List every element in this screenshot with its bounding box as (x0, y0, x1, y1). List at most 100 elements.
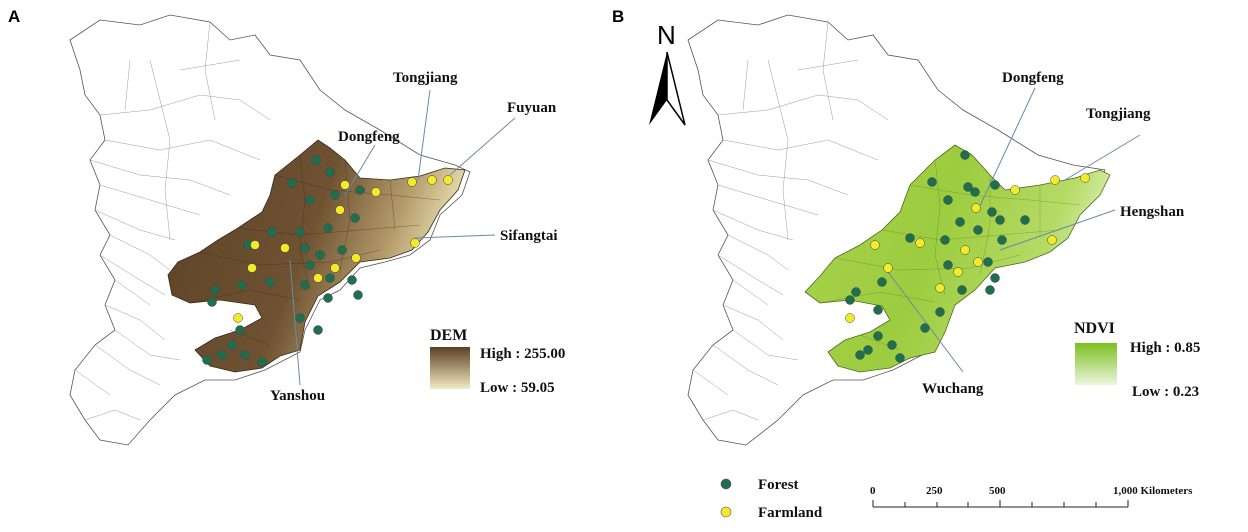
forest-site-point (337, 245, 347, 255)
ndvi-legend-ramp (1075, 343, 1117, 385)
forest-site-point (300, 280, 310, 290)
farmland-site-point (915, 238, 925, 248)
forest-site-point (315, 250, 325, 260)
forest-site-point (325, 273, 335, 283)
farmland-site-point (883, 263, 893, 273)
farmland-legend-marker (720, 506, 732, 518)
farmland-site-point (335, 205, 345, 215)
leader-lines-b (884, 87, 1141, 373)
forest-site-point (877, 277, 887, 287)
ndvi-legend-low: Low : 0.23 (1132, 384, 1199, 400)
forest-site-point (323, 223, 333, 233)
forest-site-point (265, 277, 275, 287)
site-label-tongjiang-a: Tongjiang (393, 70, 458, 86)
farmland-site-point (1010, 185, 1020, 195)
forest-site-point (353, 290, 363, 300)
forest-site-point (1020, 215, 1030, 225)
county-lines-b (692, 21, 889, 421)
study-region-ndvi (804, 144, 1111, 373)
site-label-tongjiang-b: Tongjiang (1086, 106, 1151, 122)
farmland-site-point (351, 253, 361, 263)
forest-site-point (940, 235, 950, 245)
forest-legend-marker (720, 478, 732, 490)
forest-site-point (235, 325, 245, 335)
scale-tick-0: 0 (870, 485, 876, 497)
sample-points-b (845, 150, 1090, 363)
farmland-site-point (313, 273, 323, 283)
forest-site-point (313, 325, 323, 335)
forest-site-point (207, 297, 217, 307)
forest-site-point (851, 287, 861, 297)
forest-site-point (287, 178, 297, 188)
farmland-site-point (340, 180, 350, 190)
forest-site-point (355, 185, 365, 195)
farmland-site-point (973, 257, 983, 267)
forest-site-point (927, 177, 937, 187)
forest-site-point (873, 305, 883, 315)
forest-site-point (997, 235, 1007, 245)
farmland-site-point (1050, 175, 1060, 185)
farmland-site-point (371, 187, 381, 197)
forest-site-point (887, 340, 897, 350)
panel-b: B N (612, 7, 1200, 521)
forest-site-point (863, 345, 873, 355)
forest-site-point (920, 323, 930, 333)
site-label-dongfeng-b: Dongfeng (1002, 70, 1064, 86)
farmland-site-point (971, 203, 981, 213)
site-label-dongfeng-a: Dongfeng (338, 129, 400, 145)
forest-site-point (895, 353, 905, 363)
forest-site-point (990, 180, 1000, 190)
farmland-site-point (935, 283, 945, 293)
forest-site-point (943, 260, 953, 270)
forest-site-point (300, 243, 310, 253)
north-arrow-icon: N (649, 20, 686, 126)
forest-site-point (217, 350, 227, 360)
forest-site-point (943, 195, 953, 205)
forest-site-point (305, 260, 315, 270)
dem-legend-high: High : 255.00 (480, 346, 565, 362)
forest-site-point (963, 182, 973, 192)
ndvi-legend-high: High : 0.85 (1130, 340, 1200, 356)
county-lines-a (74, 21, 271, 421)
farmland-site-point (870, 240, 880, 250)
forest-site-point (237, 280, 247, 290)
farmland-site-point (1047, 235, 1057, 245)
forest-site-point (240, 350, 250, 360)
site-label-yanshou-a: Yanshou (270, 388, 325, 404)
forest-site-point (845, 295, 855, 305)
forest-site-point (873, 331, 883, 341)
forest-site-point (970, 187, 980, 197)
farmland-site-point (1080, 173, 1090, 183)
sample-points-a (202, 155, 453, 367)
dem-legend-title: DEM (430, 327, 467, 344)
forest-site-point (350, 213, 360, 223)
farmland-legend-label: Farmland (758, 505, 823, 521)
farmland-site-point (233, 313, 243, 323)
forest-site-point (855, 350, 865, 360)
forest-site-point (305, 195, 315, 205)
panel-a: A (8, 7, 565, 446)
forest-site-point (957, 285, 967, 295)
dem-legend-low: Low : 59.05 (480, 380, 555, 396)
forest-legend-label: Forest (758, 477, 799, 493)
scale-tick-1000: 1,000 Kilometers (1113, 485, 1193, 497)
forest-site-point (985, 285, 995, 295)
forest-site-point (267, 227, 277, 237)
svg-text:N: N (657, 20, 676, 50)
forest-site-point (955, 217, 965, 227)
site-label-fuyuan-a: Fuyuan (507, 100, 557, 116)
farmland-site-point (427, 175, 437, 185)
forest-site-point (960, 150, 970, 160)
forest-site-point (323, 293, 333, 303)
forest-site-point (227, 340, 237, 350)
site-label-hengshan-b: Hengshan (1120, 204, 1185, 220)
forest-site-point (990, 273, 1000, 283)
ndvi-legend-title: NDVI (1074, 320, 1115, 337)
forest-site-point (995, 215, 1005, 225)
scale-tick-250: 250 (926, 485, 943, 497)
farmland-site-point (953, 267, 963, 277)
forest-site-point (330, 190, 340, 200)
farmland-site-point (845, 313, 855, 323)
